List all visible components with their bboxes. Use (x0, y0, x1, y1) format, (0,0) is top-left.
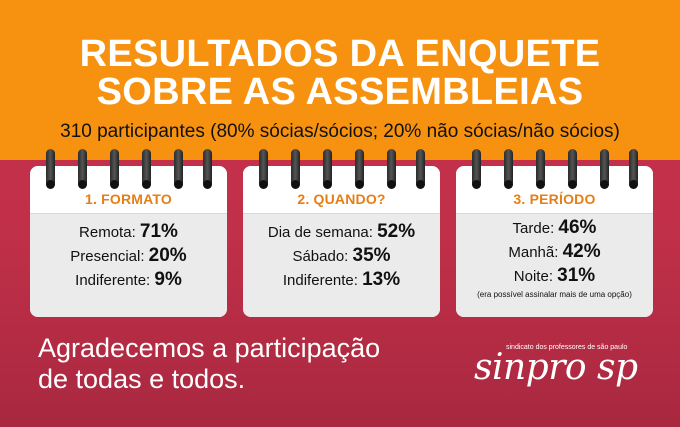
card-body (456, 214, 653, 317)
result-value: 9% (154, 269, 182, 290)
result-label: Noite: (513, 268, 558, 285)
result-row: Manhã: 42% (456, 242, 653, 263)
result-label: Manhã: (508, 244, 563, 261)
result-row: Indiferente: 13% (243, 270, 440, 291)
result-value: 35% (352, 245, 391, 266)
result-label: Remota: (79, 224, 140, 241)
calendar-card-formato: 1. FORMATO Remota: 71% Presencial: 20% I… (30, 149, 227, 317)
result-value: 13% (362, 269, 401, 290)
card-title: 2. QUANDO? (297, 191, 386, 207)
result-label: Sábado: (292, 248, 353, 265)
result-row: Remota: 71% (30, 222, 227, 243)
result-value: 46% (558, 217, 597, 238)
result-row: Indiferente: 9% (30, 270, 227, 291)
card-body (243, 214, 440, 317)
card-header (30, 166, 227, 214)
calendar-card-periodo: 3. PERÍODO Tarde: 46% Manhã: 42% Noite: … (456, 149, 653, 317)
thanks-message: Agradecemos a participação de todas e to… (38, 333, 380, 395)
card-title: 1. FORMATO (84, 191, 173, 207)
result-row: Presencial: 20% (30, 246, 227, 267)
multiple-choice-note: (era possível assinalar mais de uma opçã… (477, 290, 632, 299)
result-row: Tarde: 46% (456, 218, 653, 239)
card-body (30, 214, 227, 317)
logo-wordmark: sinpro sp (474, 347, 638, 388)
result-row: Noite: 31% (456, 266, 653, 287)
card-header (243, 166, 440, 214)
sinpro-logo: sindicato dos professores de são paulo s… (468, 336, 648, 406)
result-label: Presencial: (70, 248, 149, 265)
result-label: Indiferente: (75, 272, 155, 289)
page-title-line-2: SOBRE AS ASSEMBLEIAS (96, 71, 584, 113)
result-value: 31% (557, 265, 596, 286)
result-label: Tarde: (512, 220, 559, 237)
result-value: 71% (139, 221, 178, 242)
result-label: Indiferente: (282, 272, 363, 289)
calendar-rings-icon (456, 149, 653, 189)
thanks-line-2: de todas e todos. (38, 364, 246, 394)
card-header (456, 166, 653, 214)
logo-tagline: sindicato dos professores de são paulo (506, 344, 628, 351)
result-row: Dia de semana: 52% (243, 222, 440, 243)
result-value: 20% (148, 245, 187, 266)
thanks-line-1: Agradecemos a participação (38, 333, 381, 363)
calendar-card-quando: 2. QUANDO? Dia de semana: 52% Sábado: 35… (243, 149, 440, 317)
header-banner (0, 0, 680, 160)
card-title: 3. PERÍODO (513, 191, 596, 207)
result-value: 42% (562, 241, 601, 262)
result-row: Sábado: 35% (243, 246, 440, 267)
calendar-rings-icon (30, 149, 227, 189)
result-label: Dia de semana: (267, 224, 378, 241)
result-value: 52% (377, 221, 416, 242)
participants-subtitle: 310 participantes (80% sócias/sócios; 20… (60, 121, 620, 142)
calendar-rings-icon (243, 149, 440, 189)
page-title-line-1: RESULTADOS DA ENQUETE (79, 33, 601, 75)
